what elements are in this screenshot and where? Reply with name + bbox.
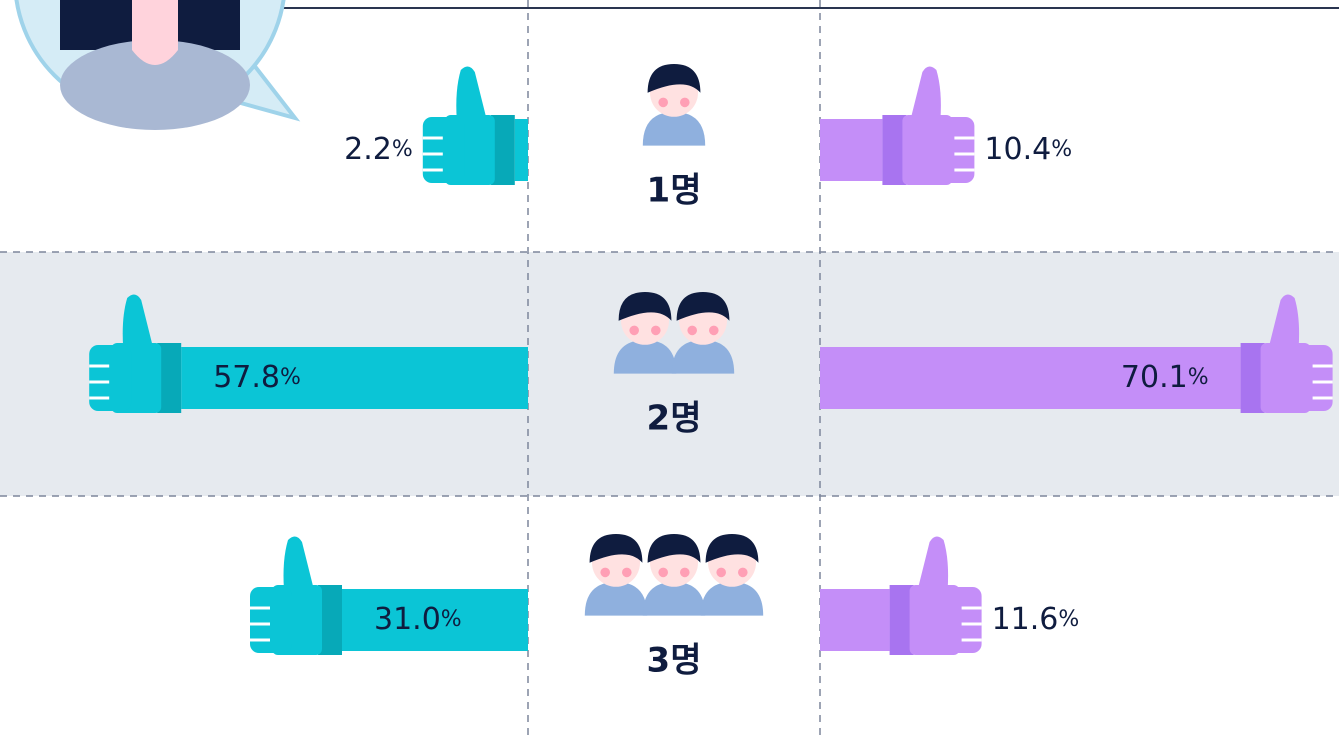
child-hair — [618, 292, 672, 321]
hand-thumb — [283, 536, 314, 590]
child-cheek — [622, 567, 632, 578]
child-cheek — [600, 567, 610, 578]
hand-thumb — [122, 294, 154, 348]
value-label: 11.6% — [992, 602, 1080, 637]
thumb-icon — [250, 536, 342, 655]
bar — [820, 589, 890, 651]
hand-fingers — [939, 587, 982, 653]
hand-fingers — [89, 345, 132, 411]
value-label: 2.2% — [344, 132, 413, 167]
child-body — [642, 582, 706, 616]
value-label: 70.1% — [1121, 360, 1209, 395]
thumb-icon — [889, 536, 982, 655]
bar — [514, 119, 528, 181]
hand-fingers — [932, 117, 975, 183]
child-cheek — [738, 567, 748, 578]
child-hair — [589, 534, 643, 563]
child-cheek — [629, 325, 639, 336]
value-label: 57.8% — [213, 360, 301, 395]
thumb-icon — [882, 66, 975, 185]
bar — [820, 347, 1241, 409]
child-cheek — [651, 325, 661, 336]
thumb-icon — [1240, 294, 1333, 413]
child-body — [584, 582, 648, 616]
child-icon — [671, 292, 735, 374]
child-body — [642, 112, 706, 146]
child-cheek — [687, 325, 697, 336]
child-cheek — [680, 567, 690, 578]
hand-thumb — [910, 66, 941, 120]
child-icon — [642, 64, 706, 146]
child-hair — [647, 534, 701, 563]
value-label: 31.0% — [374, 602, 462, 637]
child-hair — [647, 64, 701, 93]
hand-fingers — [422, 117, 465, 183]
hand-fingers — [250, 587, 292, 653]
child-cheek — [709, 325, 719, 336]
hand-thumb — [1268, 294, 1300, 348]
hand-fingers — [1290, 345, 1333, 411]
bar — [820, 119, 883, 181]
category-label: 3명 — [647, 641, 702, 681]
child-body — [700, 582, 764, 616]
bar — [181, 347, 528, 409]
avatar — [14, 0, 301, 130]
thumb-icon — [422, 66, 515, 185]
child-body — [671, 340, 735, 374]
child-icon — [700, 534, 764, 616]
child-icon — [613, 292, 677, 374]
child-cheek — [716, 567, 726, 578]
bar — [342, 589, 528, 651]
child-body — [613, 340, 677, 374]
hand-thumb — [917, 536, 949, 590]
child-hair — [705, 534, 759, 563]
value-label: 10.4% — [984, 132, 1072, 167]
child-icon — [642, 534, 706, 616]
child-cheek — [658, 97, 668, 108]
child-icon — [584, 534, 648, 616]
category-label: 2명 — [647, 399, 702, 439]
category-label: 1명 — [647, 171, 702, 211]
hand-thumb — [456, 66, 487, 120]
child-cheek — [680, 97, 690, 108]
thumb-icon — [89, 294, 182, 413]
child-cheek — [658, 567, 668, 578]
child-hair — [676, 292, 730, 321]
